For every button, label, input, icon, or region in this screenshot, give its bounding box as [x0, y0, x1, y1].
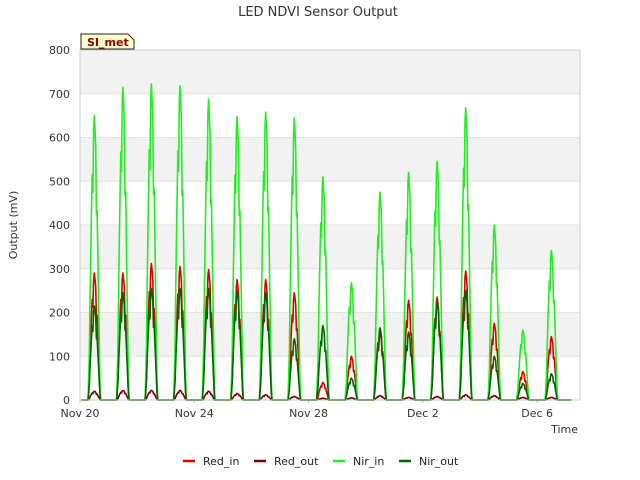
- x-axis-title: Time: [550, 423, 578, 436]
- grid-band: [80, 93, 580, 138]
- chart-title: LED NDVI Sensor Output: [238, 5, 398, 20]
- y-tick-labels: 0 100 200 300 400 500 600 700 800: [49, 44, 70, 407]
- series-line-red-out: [81, 389, 572, 401]
- series-line-nir-out: [81, 287, 572, 401]
- x-tick-label: Dec 2: [407, 407, 439, 420]
- series-lines: [81, 83, 572, 401]
- grid-band: [80, 137, 580, 182]
- x-tick-label: Nov 28: [289, 407, 328, 420]
- y-tick-label: 300: [49, 263, 70, 276]
- legend-label: Red_in: [203, 455, 239, 468]
- grid-band: [80, 356, 580, 400]
- grid-band: [80, 50, 580, 94]
- badge-shape: [80, 33, 135, 50]
- y-tick-label: 800: [49, 44, 70, 57]
- legend-label: Nir_out: [419, 455, 459, 468]
- x-tick-label: Nov 24: [175, 407, 214, 420]
- legend-label: Nir_in: [353, 455, 384, 468]
- y-axis-title: Output (mV): [7, 191, 20, 260]
- y-tick-label: 0: [63, 394, 70, 407]
- y-tick-label: 700: [49, 88, 70, 101]
- plot-frame: [79, 49, 581, 401]
- badge-label: SI_met: [87, 36, 129, 49]
- si-met-badge: SI_met: [80, 33, 135, 50]
- series-line-nir-in: [81, 83, 572, 401]
- y-tick-label: 200: [49, 307, 70, 320]
- y-tick-label: 500: [49, 175, 70, 188]
- x-tick-label: Dec 6: [521, 407, 553, 420]
- plot-background: [80, 50, 580, 400]
- y-tick-label: 400: [49, 219, 70, 232]
- grid-band: [80, 181, 580, 225]
- y-tick-label: 100: [49, 350, 70, 363]
- x-tick-labels: Nov 20 Nov 24 Nov 28 Dec 2 Dec 6: [61, 407, 554, 420]
- y-tick-label: 600: [49, 132, 70, 145]
- legend-label: Red_out: [274, 455, 319, 468]
- x-tick-label: Nov 20: [61, 407, 100, 420]
- legend: Red_in Red_out Nir_in Nir_out: [183, 455, 459, 468]
